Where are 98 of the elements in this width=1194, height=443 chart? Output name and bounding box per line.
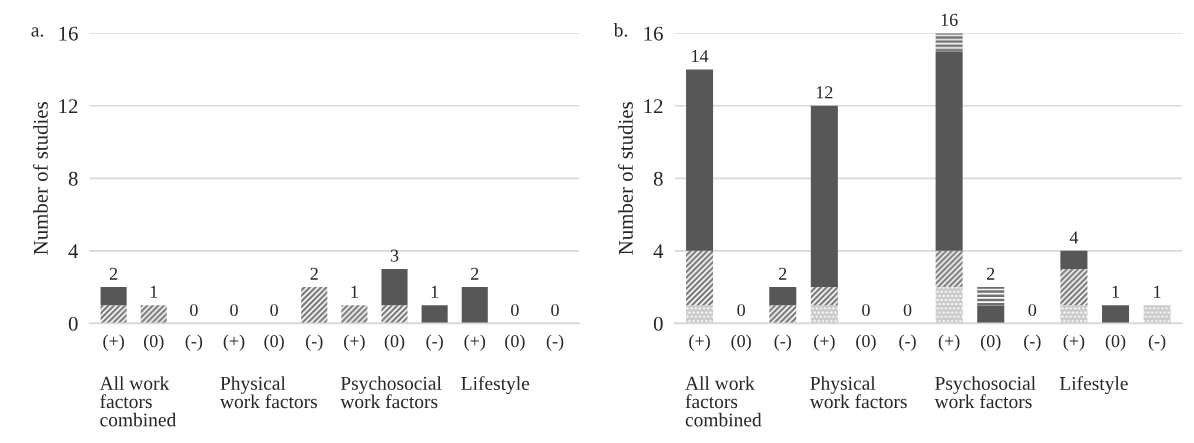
x-tick-label: (-): [1148, 334, 1166, 351]
y-tick-label: 0: [68, 316, 78, 331]
total-label: 0: [1028, 303, 1037, 317]
total-label: 1: [150, 285, 158, 298]
total-label: 2: [471, 267, 479, 280]
x-tick-label: (+): [814, 334, 835, 351]
y-tick-label: 8: [68, 171, 78, 186]
bar: [977, 305, 1005, 324]
y-tick-label: 12: [59, 99, 78, 113]
bar: [935, 33, 963, 52]
total-label: 12: [816, 86, 833, 99]
total-label: 0: [190, 303, 198, 317]
y-tick-label: 16: [59, 26, 78, 41]
x-tick-label: (0): [384, 334, 405, 351]
x-tick-label: (-): [546, 334, 564, 351]
text: Psychosocial work factors: [340, 376, 442, 409]
bar: [810, 105, 838, 288]
x-tick-label: (-): [426, 334, 443, 351]
bar: [1101, 305, 1130, 324]
bar: [381, 305, 408, 324]
bar: [381, 268, 408, 306]
bar: [1060, 268, 1088, 306]
x-tick-label: (0): [856, 334, 876, 351]
bar: [100, 305, 127, 324]
bar: [977, 287, 1005, 306]
bar: [140, 305, 167, 324]
total-label: 0: [270, 303, 278, 317]
total-label: 2: [779, 267, 787, 280]
bar: [810, 305, 838, 324]
total-label: 0: [862, 303, 870, 317]
bar: [935, 51, 963, 251]
total-label: 16: [941, 13, 958, 26]
x-tick-label: (+): [344, 334, 365, 351]
bar: [686, 250, 714, 306]
x-tick-label: (0): [264, 334, 284, 351]
y-tick-label: 12: [644, 99, 663, 113]
x-tick-label: (+): [464, 334, 486, 351]
bar: [1143, 305, 1171, 324]
text: All work factors combined: [99, 376, 177, 427]
text: Physical work factors: [219, 376, 317, 409]
x-tick-label: (+): [223, 334, 245, 351]
y-tick-label: 16: [644, 26, 663, 41]
total-label: 2: [109, 267, 118, 280]
total-label: 3: [390, 249, 399, 262]
chart-title: b.: [613, 23, 628, 37]
bar: [100, 287, 127, 306]
total-label: 2: [310, 267, 318, 280]
bar: [421, 305, 448, 324]
total-label: 0: [511, 303, 519, 317]
bar: [301, 287, 328, 324]
x-tick-label: (-): [899, 334, 916, 351]
total-label: 1: [1154, 285, 1161, 298]
total-label: 14: [692, 50, 709, 63]
total-label: 0: [737, 303, 745, 317]
total-label: 4: [1069, 231, 1079, 244]
bar: [686, 69, 714, 251]
x-tick-label: (+): [103, 334, 124, 351]
x-tick-label: (0): [731, 334, 751, 351]
total-label: 1: [1112, 285, 1119, 298]
total-label: 0: [903, 303, 912, 317]
x-tick-label: (-): [185, 334, 203, 351]
x-tick-label: (-): [774, 334, 791, 351]
x-tick-label: (-): [1024, 334, 1041, 351]
total-label: 1: [431, 285, 439, 298]
text: Psychosocial work factors: [934, 376, 1036, 409]
bar: [1060, 250, 1088, 269]
bar: [769, 287, 797, 306]
x-tick-label: (+): [1063, 334, 1085, 351]
total-label: 0: [551, 303, 559, 317]
y-axis-title: Number of studies: [618, 102, 633, 255]
text: All work factors combined: [685, 376, 762, 427]
x-tick-label: (0): [505, 334, 525, 351]
bar: [341, 305, 368, 324]
total-label: 0: [230, 303, 238, 317]
total-label: 2: [987, 267, 995, 280]
bar: [935, 250, 963, 288]
text: Lifestyle: [461, 376, 530, 395]
text: Physical work factors: [809, 376, 907, 409]
x-tick-label: (0): [144, 334, 164, 351]
total-label: 1: [351, 285, 358, 298]
x-tick-label: (+): [938, 334, 960, 351]
x-tick-label: (0): [1105, 334, 1126, 351]
text: Lifestyle: [1059, 376, 1128, 395]
y-tick-label: 0: [653, 316, 663, 331]
bar: [769, 305, 797, 324]
y-tick-label: 8: [653, 171, 663, 186]
y-axis-title: Number of studies: [32, 102, 48, 255]
bar: [935, 287, 963, 324]
x-tick-label: (0): [980, 334, 1001, 351]
bar: [810, 287, 838, 306]
bar: [686, 305, 714, 324]
y-tick-label: 4: [68, 244, 79, 259]
x-tick-label: (-): [306, 334, 323, 351]
x-tick-label: (+): [689, 334, 710, 351]
bar: [461, 287, 488, 324]
y-tick-label: 4: [653, 244, 664, 259]
chart-title: a.: [31, 27, 44, 37]
bar: [1060, 305, 1088, 324]
